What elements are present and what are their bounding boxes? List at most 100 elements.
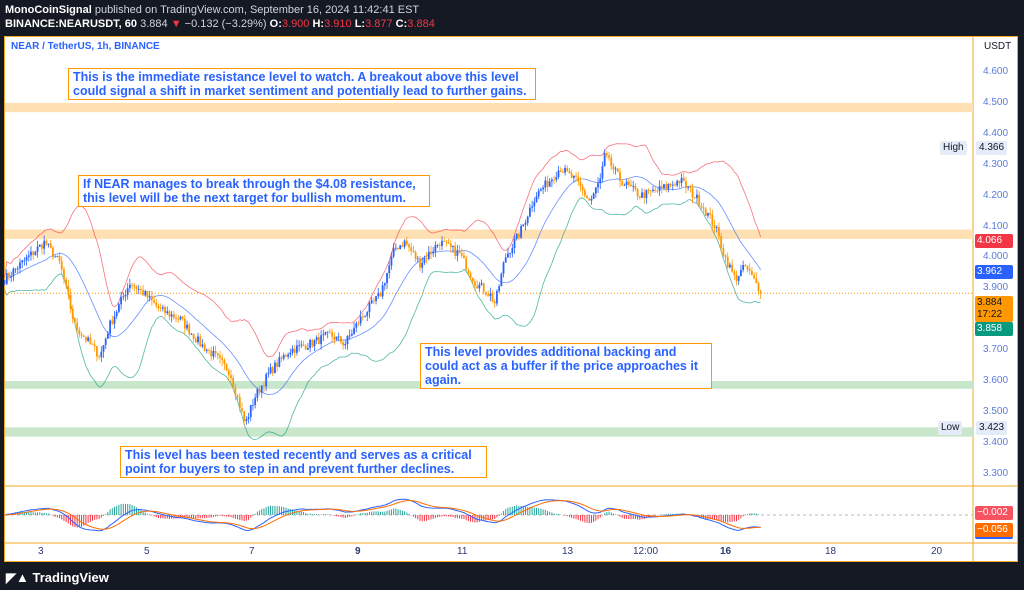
- note-resistance-upper: This is the immediate resistance level t…: [68, 68, 536, 100]
- candle: [331, 332, 333, 337]
- candle: [533, 201, 536, 207]
- candle: [309, 339, 312, 349]
- time-tick: 12:00: [633, 546, 659, 557]
- candle: [190, 333, 193, 335]
- candle: [599, 178, 602, 184]
- candle: [197, 336, 199, 343]
- candle: [463, 255, 465, 259]
- candle: [757, 282, 760, 292]
- candle: [65, 279, 68, 286]
- candle: [96, 346, 98, 357]
- candle: [638, 196, 641, 198]
- candle: [627, 181, 630, 185]
- candle: [289, 352, 292, 355]
- candle: [577, 176, 580, 182]
- candle: [579, 181, 582, 187]
- candle: [247, 417, 250, 420]
- candle: [680, 177, 683, 184]
- price-tick: 4.300: [983, 158, 1009, 170]
- candle: [432, 251, 435, 254]
- time-tick: 11: [457, 546, 468, 557]
- candle: [753, 275, 755, 279]
- candle: [74, 318, 76, 323]
- candle: [685, 180, 687, 188]
- candle: [509, 253, 512, 255]
- candle: [298, 345, 301, 347]
- candle: [581, 186, 584, 191]
- candle: [742, 265, 745, 270]
- candle: [370, 300, 373, 304]
- candle: [245, 419, 248, 422]
- candle: [726, 256, 729, 268]
- candle: [729, 264, 731, 268]
- candle: [575, 175, 577, 177]
- candle: [227, 370, 230, 376]
- candle: [550, 179, 553, 182]
- candle: [405, 240, 408, 245]
- candle: [232, 377, 235, 388]
- candle: [522, 224, 525, 226]
- candle: [241, 408, 243, 412]
- candle: [379, 292, 382, 297]
- candle: [249, 405, 252, 418]
- tradingview-logo[interactable]: ◤▲ TradingView: [6, 570, 109, 586]
- author[interactable]: MonoCoinSignal: [5, 4, 92, 16]
- candle: [715, 227, 718, 229]
- time-tick: 5: [144, 546, 150, 557]
- candle: [10, 275, 13, 277]
- candle: [361, 316, 364, 318]
- candle: [23, 260, 26, 262]
- candle: [194, 338, 197, 343]
- candle: [14, 268, 17, 270]
- candle: [449, 243, 452, 248]
- last-price-value: 3.884: [977, 297, 1003, 308]
- candle: [465, 258, 468, 271]
- candle: [212, 350, 215, 357]
- candle: [161, 307, 164, 309]
- candle: [137, 288, 140, 290]
- candle: [496, 291, 498, 304]
- candle: [63, 269, 65, 280]
- candle: [117, 304, 120, 312]
- candle: [502, 262, 505, 274]
- candle: [201, 344, 204, 347]
- candle: [252, 405, 254, 406]
- price-tick: 3.600: [983, 375, 1009, 386]
- candle: [399, 245, 402, 250]
- candle: [12, 268, 15, 276]
- candle: [676, 180, 679, 186]
- candle: [623, 184, 626, 186]
- candle: [603, 153, 606, 167]
- macd-line: [4, 498, 761, 532]
- time-tick: 13: [562, 546, 574, 557]
- candle: [401, 245, 404, 247]
- candle: [755, 278, 758, 283]
- candle: [707, 213, 709, 216]
- candle: [434, 245, 437, 252]
- candle: [205, 349, 208, 351]
- candle: [210, 350, 213, 357]
- candle: [590, 198, 593, 201]
- candle: [663, 184, 665, 189]
- candle: [87, 337, 90, 341]
- last-price-tag: 3.884 17:22: [975, 296, 1013, 322]
- candle: [733, 271, 736, 275]
- price-tick: 4.400: [983, 127, 1009, 139]
- time-tick: 3: [38, 546, 44, 557]
- candle: [78, 329, 81, 335]
- price-tick: 4.100: [983, 220, 1009, 232]
- candle: [392, 248, 395, 257]
- candle: [643, 192, 646, 199]
- candle: [45, 240, 48, 245]
- candle: [454, 245, 457, 256]
- candle: [98, 356, 101, 358]
- candle: [515, 233, 518, 239]
- candle: [223, 359, 226, 364]
- candle: [85, 336, 87, 341]
- brand-name: TradingView: [32, 570, 109, 585]
- candle: [709, 213, 712, 215]
- macd-histogram-tag: −0.002: [975, 506, 1013, 520]
- time-tick: 20: [931, 546, 943, 557]
- candle: [696, 194, 698, 198]
- candle: [254, 397, 257, 406]
